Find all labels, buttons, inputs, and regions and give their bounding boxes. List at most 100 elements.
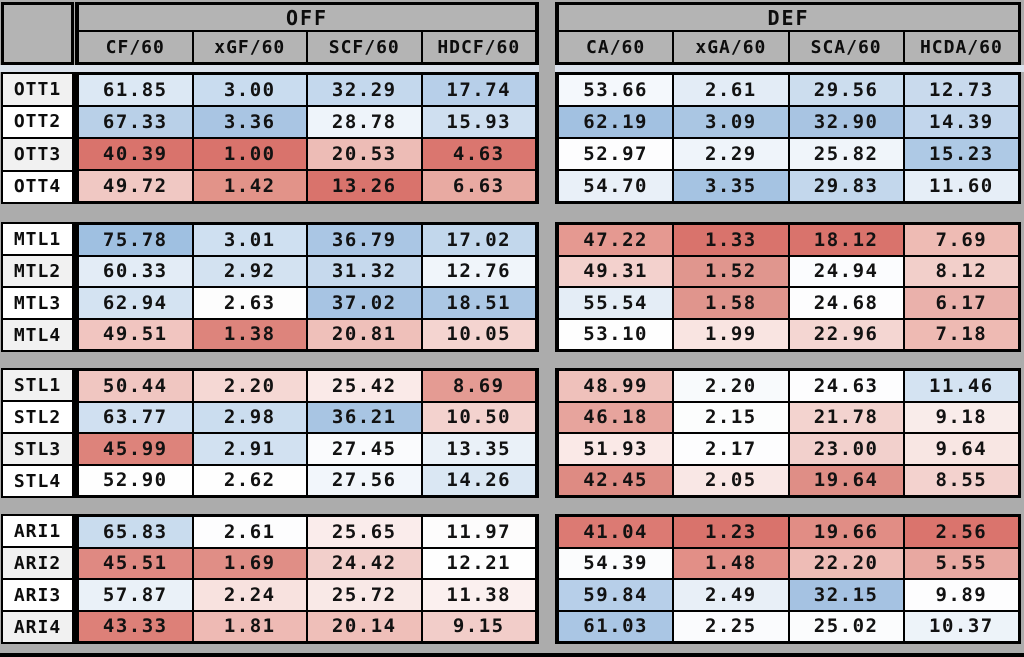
- cell-mtl2-def-col2: 1.52: [674, 256, 788, 286]
- cell-ari1-off-col4: 11.97: [422, 517, 535, 547]
- cell-ari4-off-col1: 43.33: [79, 611, 192, 641]
- row-label-ott2: OTT2: [3, 106, 72, 137]
- column-header-scf-60: SCF/60: [308, 32, 421, 62]
- cell-ari3-def-col4: 9.89: [904, 580, 1018, 610]
- cell-ari3-def-col2: 2.49: [674, 580, 788, 610]
- cell-ari3-off-col2: 2.24: [193, 580, 306, 610]
- row-label-ari4: ARI4: [3, 612, 72, 642]
- cell-ott1-def-col2: 2.61: [674, 75, 788, 105]
- cell-mtl3-def-col3: 24.68: [789, 288, 903, 318]
- cell-mtl3-off-col1: 62.94: [79, 288, 192, 318]
- cell-ari4-off-col2: 1.81: [193, 611, 306, 641]
- cell-ari3-def-col1: 59.84: [559, 580, 673, 610]
- cell-ott2-off-col3: 28.78: [308, 107, 421, 137]
- cell-ott3-def-col4: 15.23: [904, 139, 1018, 169]
- mtl-def-table: 47.22 1.33 18.12 7.69 49.31 1.52 24.94 8.12 55.5…: [555, 222, 1021, 352]
- cell-mtl4-off-col1: 49.51: [79, 319, 192, 349]
- cell-ott4-off-col1: 49.72: [79, 171, 192, 201]
- row-label-ari1: ARI1: [3, 516, 72, 546]
- column-header-hdcf-60: HDCF/60: [422, 32, 535, 62]
- cell-ott1-off-col2: 3.00: [193, 75, 306, 105]
- cell-stl1-off-col2: 2.20: [193, 371, 306, 401]
- cell-mtl2-def-col4: 8.12: [904, 256, 1018, 286]
- cell-stl1-def-col4: 11.46: [904, 371, 1018, 401]
- cell-mtl3-def-col1: 55.54: [559, 288, 673, 318]
- cell-ott2-off-col2: 3.36: [193, 107, 306, 137]
- cell-mtl4-def-col1: 53.10: [559, 319, 673, 349]
- cell-ott4-off-col3: 13.26: [308, 171, 421, 201]
- cell-ari2-def-col1: 54.39: [559, 548, 673, 578]
- cell-ari2-def-col4: 5.55: [904, 548, 1018, 578]
- cell-ott1-def-col4: 12.73: [904, 75, 1018, 105]
- column-header-sca-60: SCA/60: [789, 32, 903, 62]
- cell-stl3-off-col1: 45.99: [79, 434, 192, 464]
- cell-mtl3-def-col2: 1.58: [674, 288, 788, 318]
- ott-off-table: 61.85 3.00 32.29 17.74 67.33 3.36 28.78 15.93 40…: [75, 72, 539, 204]
- stl-label-column: STL1 STL2 STL3 STL4: [1, 368, 75, 498]
- cell-stl4-off-col4: 14.26: [422, 465, 535, 495]
- bottom-border: [0, 653, 1024, 657]
- cell-mtl1-off-col4: 17.02: [422, 225, 535, 255]
- cell-ari4-def-col3: 25.02: [789, 611, 903, 641]
- cell-stl3-off-col4: 13.35: [422, 434, 535, 464]
- column-header-xgf-60: xGF/60: [193, 32, 306, 62]
- corner-cell: [1, 2, 74, 65]
- cell-ott4-def-col2: 3.35: [674, 171, 788, 201]
- cell-mtl2-def-col3: 24.94: [789, 256, 903, 286]
- column-header-hcda-60: HCDA/60: [904, 32, 1018, 62]
- cell-mtl1-off-col2: 3.01: [193, 225, 306, 255]
- off-header-title: OFF: [79, 5, 535, 30]
- cell-ott4-def-col1: 54.70: [559, 171, 673, 201]
- cell-stl4-def-col4: 8.55: [904, 465, 1018, 495]
- cell-mtl4-off-col2: 1.38: [193, 319, 306, 349]
- cell-mtl3-def-col4: 6.17: [904, 288, 1018, 318]
- row-label-ott3: OTT3: [3, 139, 72, 170]
- ott-def-table: 53.66 2.61 29.56 12.73 62.19 3.09 32.90 14.39 52…: [555, 72, 1021, 204]
- cell-ott3-off-col4: 4.63: [422, 139, 535, 169]
- def-header-group: DEF CA/60 xGA/60 SCA/60 HCDA/60: [555, 2, 1021, 65]
- cell-mtl2-off-col4: 12.76: [422, 256, 535, 286]
- cell-stl3-def-col3: 23.00: [789, 434, 903, 464]
- cell-mtl1-def-col2: 1.33: [674, 225, 788, 255]
- cell-mtl4-def-col3: 22.96: [789, 319, 903, 349]
- cell-stl4-off-col3: 27.56: [308, 465, 421, 495]
- cell-ott2-def-col2: 3.09: [674, 107, 788, 137]
- cell-ott3-off-col3: 20.53: [308, 139, 421, 169]
- cell-stl3-def-col2: 2.17: [674, 434, 788, 464]
- cell-ott2-def-col1: 62.19: [559, 107, 673, 137]
- cell-stl3-off-col2: 2.91: [193, 434, 306, 464]
- cell-ott1-def-col3: 29.56: [789, 75, 903, 105]
- cell-stl4-off-col2: 2.62: [193, 465, 306, 495]
- cell-mtl1-off-col1: 75.78: [79, 225, 192, 255]
- cell-ott3-def-col3: 25.82: [789, 139, 903, 169]
- off-def-divider: [539, 0, 555, 657]
- cell-stl2-off-col3: 36.21: [308, 402, 421, 432]
- cell-stl3-def-col4: 9.64: [904, 434, 1018, 464]
- column-header-xga-60: xGA/60: [674, 32, 788, 62]
- mtl-off-table: 75.78 3.01 36.79 17.02 60.33 2.92 31.32 12.76 62…: [75, 222, 539, 352]
- cell-stl3-def-col1: 51.93: [559, 434, 673, 464]
- cell-ari4-def-col4: 10.37: [904, 611, 1018, 641]
- ott-label-column: OTT1 OTT2 OTT3 OTT4: [1, 72, 75, 204]
- row-label-ari2: ARI2: [3, 548, 72, 578]
- cell-ott3-off-col1: 40.39: [79, 139, 192, 169]
- row-label-mtl3: MTL3: [3, 288, 72, 318]
- cell-ari2-off-col2: 1.69: [193, 548, 306, 578]
- cell-mtl2-off-col3: 31.32: [308, 256, 421, 286]
- cell-mtl4-def-col4: 7.18: [904, 319, 1018, 349]
- cell-stl1-def-col3: 24.63: [789, 371, 903, 401]
- cell-stl4-def-col3: 19.64: [789, 465, 903, 495]
- cell-stl2-def-col2: 2.15: [674, 402, 788, 432]
- cell-ari2-def-col2: 1.48: [674, 548, 788, 578]
- cell-mtl4-off-col4: 10.05: [422, 319, 535, 349]
- cell-mtl3-off-col3: 37.02: [308, 288, 421, 318]
- cell-ari4-off-col3: 20.14: [308, 611, 421, 641]
- cell-stl4-def-col1: 42.45: [559, 465, 673, 495]
- cell-ari2-def-col3: 22.20: [789, 548, 903, 578]
- cell-ott2-off-col1: 67.33: [79, 107, 192, 137]
- cell-ott4-off-col2: 1.42: [193, 171, 306, 201]
- cell-ott1-off-col3: 32.29: [308, 75, 421, 105]
- cell-ott3-def-col1: 52.97: [559, 139, 673, 169]
- cell-ari3-off-col3: 25.72: [308, 580, 421, 610]
